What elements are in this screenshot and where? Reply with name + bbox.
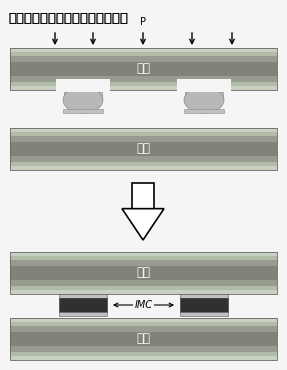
Bar bbox=[10, 260, 277, 266]
Bar bbox=[10, 252, 277, 294]
Text: 芯片: 芯片 bbox=[137, 333, 150, 346]
Bar bbox=[185, 92, 223, 100]
Bar bbox=[10, 52, 277, 56]
Bar bbox=[10, 318, 277, 322]
Ellipse shape bbox=[63, 87, 103, 113]
Text: 芯片: 芯片 bbox=[137, 142, 150, 155]
Text: IMC: IMC bbox=[135, 300, 152, 310]
Bar bbox=[10, 156, 277, 162]
Text: 芯片: 芯片 bbox=[137, 63, 150, 75]
Bar bbox=[10, 356, 277, 360]
Bar bbox=[10, 137, 277, 142]
Bar bbox=[10, 128, 277, 170]
Bar bbox=[59, 312, 107, 316]
Bar bbox=[184, 109, 224, 113]
Bar bbox=[10, 280, 277, 286]
Bar bbox=[10, 266, 277, 280]
Bar bbox=[10, 346, 277, 351]
Bar bbox=[10, 48, 277, 90]
Bar bbox=[63, 109, 103, 113]
Bar bbox=[180, 294, 228, 298]
Bar bbox=[10, 162, 277, 166]
Bar bbox=[10, 256, 277, 260]
Bar bbox=[10, 48, 277, 52]
Bar bbox=[10, 86, 277, 90]
Bar bbox=[177, 79, 230, 92]
Bar bbox=[132, 183, 154, 209]
Bar bbox=[10, 132, 277, 137]
Bar bbox=[10, 318, 277, 360]
Bar bbox=[59, 298, 107, 312]
Bar bbox=[59, 294, 107, 298]
Polygon shape bbox=[122, 209, 164, 240]
Bar bbox=[180, 312, 228, 316]
Bar bbox=[10, 128, 277, 132]
Bar bbox=[10, 286, 277, 290]
Bar bbox=[10, 76, 277, 82]
Bar bbox=[57, 79, 110, 92]
Text: P: P bbox=[140, 17, 146, 27]
Bar bbox=[10, 252, 277, 256]
Bar bbox=[10, 326, 277, 332]
Text: 对准、键合（温度、压力、时间）: 对准、键合（温度、压力、时间） bbox=[8, 12, 128, 25]
Ellipse shape bbox=[184, 87, 224, 113]
Text: 芯片: 芯片 bbox=[137, 266, 150, 279]
Bar bbox=[10, 322, 277, 326]
Bar bbox=[10, 290, 277, 294]
Bar bbox=[10, 142, 277, 156]
Bar bbox=[10, 332, 277, 346]
Bar bbox=[180, 298, 228, 312]
Bar bbox=[10, 352, 277, 356]
Bar bbox=[10, 166, 277, 170]
Bar bbox=[10, 56, 277, 62]
Bar bbox=[64, 92, 102, 100]
Bar bbox=[10, 82, 277, 86]
Text: 对准、键合（温度、压力、时间）: 对准、键合（温度、压力、时间） bbox=[8, 12, 128, 25]
Bar bbox=[10, 62, 277, 76]
